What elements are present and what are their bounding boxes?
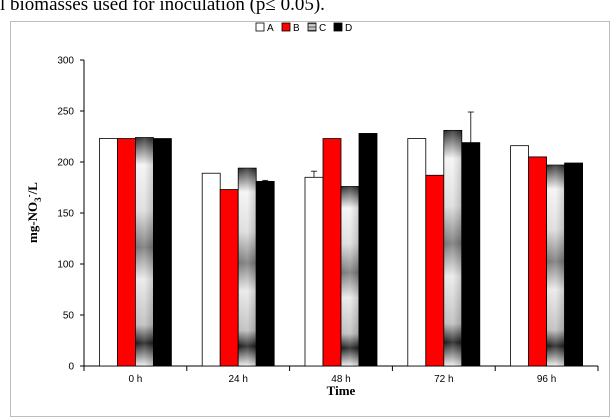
bar-shading — [341, 186, 359, 366]
bar-b-96h — [528, 156, 547, 367]
bar-a-24h — [201, 172, 221, 367]
bar-b-48h — [322, 138, 342, 367]
figure-caption: l biomasses used for inoculation (p≤ 0.0… — [0, 0, 325, 15]
x-axis-title: Time — [327, 383, 356, 398]
legend: A B C D — [255, 22, 352, 34]
bar-shading — [135, 137, 154, 366]
bar-a-48h — [304, 176, 324, 367]
y-tick-label: 0 — [68, 362, 74, 373]
legend-label-b: B — [293, 23, 300, 34]
legend-label-a: A — [267, 23, 274, 34]
bar-d-24h — [255, 180, 275, 367]
x-tick-label: 72 h — [434, 374, 453, 385]
bar-shading — [238, 168, 257, 366]
bar-shading — [443, 130, 462, 366]
y-ticks: 0 50 100 150 200 250 300 — [57, 56, 84, 373]
bar-d-72h — [461, 142, 481, 367]
y-axis-title: mg-NO3-/L — [24, 182, 43, 243]
x-tick-label: 0 h — [128, 374, 142, 385]
y-tick-label: 250 — [57, 107, 74, 118]
bar-d-0h — [152, 138, 172, 367]
legend-swatch-c — [307, 22, 317, 32]
bar-b-72h — [425, 174, 445, 367]
legend-label-d: D — [345, 23, 352, 34]
x-tick-label: 24 h — [228, 374, 247, 385]
legend-label-c: C — [319, 23, 326, 34]
legend-swatch-d — [333, 22, 343, 32]
bar-b-0h — [117, 138, 136, 367]
bar-d-48h — [358, 133, 378, 367]
bar-a-0h — [99, 138, 118, 367]
legend-swatch-a — [255, 22, 265, 32]
legend-swatch-b — [281, 22, 291, 32]
y-tick-label: 150 — [57, 209, 74, 220]
x-tick-label: 96 h — [537, 374, 556, 385]
bar-a-96h — [510, 145, 530, 367]
bar-b-24h — [219, 189, 239, 367]
x-ticks: 0 h 24 h 48 h 72 h 96 h — [83, 366, 599, 385]
x-tick-label: 48 h — [331, 374, 350, 385]
bar-a-72h — [407, 138, 427, 367]
y-tick-label: 100 — [57, 260, 74, 271]
bars — [99, 129, 583, 367]
y-tick-label: 50 — [63, 311, 75, 322]
error-bars — [262, 111, 474, 182]
y-tick-label: 300 — [57, 56, 74, 67]
bar-d-96h — [564, 162, 583, 367]
y-tick-label: 200 — [57, 158, 74, 169]
bar-shading — [546, 165, 565, 366]
